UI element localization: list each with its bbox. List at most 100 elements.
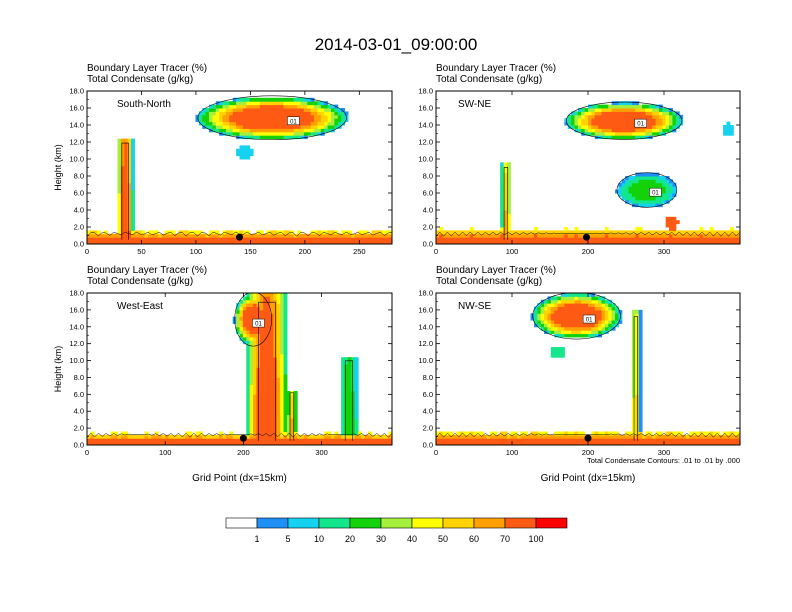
tracer-cell — [554, 353, 559, 358]
tracer-cell — [236, 114, 240, 119]
tracer-cell — [286, 438, 291, 443]
tracer-cell — [588, 114, 592, 119]
tracer-cell — [270, 128, 274, 133]
tracer-cell — [307, 104, 312, 109]
tracer-cell — [297, 97, 301, 102]
tracer-cell — [655, 233, 660, 238]
tracer-cell — [280, 404, 285, 409]
tracer-cell — [571, 293, 575, 297]
tracer-cell — [246, 97, 251, 102]
tracer-cell — [601, 313, 606, 318]
tracer-cell — [527, 233, 532, 238]
tracer-cell — [314, 240, 318, 244]
tracer-cell — [198, 121, 203, 126]
tracer-cell — [591, 303, 596, 308]
tracer-cell — [242, 131, 247, 136]
tracer-cell — [100, 237, 105, 242]
tracer-cell — [729, 237, 734, 242]
tracer-cell — [280, 434, 285, 439]
tracer-cell — [283, 401, 288, 405]
tracer-cell — [215, 111, 220, 116]
tracer-cell — [540, 313, 545, 318]
tracer-cell — [293, 414, 298, 419]
tracer-cell — [120, 182, 125, 187]
tracer-cell — [544, 237, 548, 242]
tracer-cell — [219, 237, 224, 242]
tracer-cell — [120, 233, 125, 238]
tracer-cell — [547, 434, 552, 439]
tracer-cell — [608, 323, 613, 328]
tracer-cell — [554, 240, 559, 244]
tracer-cell — [669, 223, 673, 228]
tracer-cell — [611, 237, 616, 242]
tracer-cell — [297, 108, 301, 112]
tracer-cell — [317, 125, 322, 129]
tracer-cell — [598, 313, 603, 318]
tracer-cell — [351, 417, 356, 422]
tracer-cell — [564, 434, 569, 439]
tracer-cell — [344, 111, 349, 116]
tracer-cell — [110, 431, 115, 436]
tracer-cell — [192, 240, 196, 244]
tracer-cell — [679, 114, 684, 119]
tracer-cell — [662, 193, 667, 197]
tracer-cell — [557, 309, 562, 314]
tracer-cell — [591, 326, 596, 331]
tracer-cell — [347, 421, 352, 426]
tracer-cell — [253, 438, 257, 443]
tracer-cell — [648, 131, 653, 136]
tracer-cell — [645, 176, 650, 180]
tracer-cell — [239, 145, 244, 150]
tracer-cell — [503, 240, 508, 244]
tracer-cell — [567, 330, 572, 335]
tracer-cell — [124, 179, 129, 184]
y-tick-label: 4.0 — [74, 407, 84, 416]
tracer-cell — [550, 330, 555, 335]
tracer-cell — [337, 237, 342, 242]
tracer-cell — [351, 237, 356, 242]
tracer-cell — [239, 128, 244, 133]
y-axis-label: Height (km) — [53, 346, 63, 393]
tracer-cell — [463, 431, 467, 436]
tracer-cell — [537, 431, 542, 436]
tracer-cell — [236, 131, 240, 136]
contour-label-box — [252, 318, 265, 328]
tracer-cell — [604, 240, 609, 244]
colorbar-swatch — [504, 517, 537, 529]
tracer-cell — [225, 230, 230, 235]
tracer-cell — [131, 189, 135, 194]
tracer-cell — [635, 309, 640, 314]
tracer-cell — [266, 367, 271, 372]
tracer-cell — [642, 176, 646, 180]
tracer-cell — [598, 135, 603, 140]
tracer-cell — [263, 343, 268, 348]
tracer-cell — [486, 230, 491, 235]
tracer-cell — [577, 333, 582, 338]
tracer-cell — [638, 357, 643, 362]
tracer-cell — [604, 230, 609, 235]
tracer-cell — [320, 434, 325, 439]
tracer-cell — [127, 155, 132, 160]
tracer-cell — [259, 404, 264, 409]
tracer-cell — [131, 138, 135, 143]
tracer-cell — [303, 104, 308, 109]
tracer-cell — [225, 237, 230, 242]
tracer-cell — [266, 121, 271, 126]
tracer-cell — [702, 240, 707, 244]
tracer-cell — [117, 216, 122, 221]
tracer-cell — [719, 240, 724, 244]
tracer-cell — [490, 431, 494, 436]
tracer-cell — [473, 237, 478, 242]
tracer-cell — [584, 441, 589, 445]
tracer-cell — [341, 424, 346, 429]
tracer-cell — [225, 108, 230, 112]
tracer-cell — [364, 441, 369, 445]
tracer-cell — [253, 407, 257, 412]
tracer-cell — [638, 330, 643, 335]
tracer-cell — [286, 111, 291, 116]
tracer-cell — [361, 237, 366, 242]
panel-title-line2: Total Condensate (g/kg) — [436, 276, 542, 287]
tracer-cell — [273, 128, 278, 133]
tracer-cell — [266, 128, 271, 133]
tracer-cell — [577, 306, 582, 311]
